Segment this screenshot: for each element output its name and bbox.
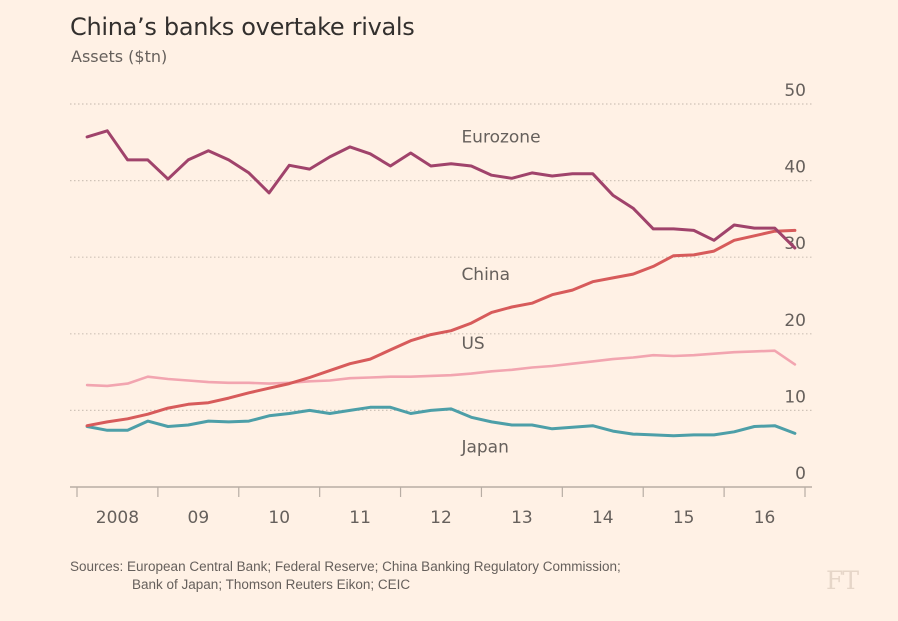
x-tick-label: 13 <box>511 508 533 528</box>
series-line-japan <box>85 405 797 438</box>
series-labels: Eurozone China US Japan <box>460 127 540 457</box>
x-axis: 2008 09 10 11 12 13 14 15 16 <box>70 486 812 528</box>
y-tick-label: 10 <box>784 387 806 407</box>
series-label-us: US <box>461 334 484 354</box>
source-line-2: Bank of Japan; Thomson Reuters Eikon; CE… <box>132 577 411 592</box>
series-label-eurozone: Eurozone <box>461 127 540 147</box>
x-tick-label: 09 <box>188 508 210 528</box>
chart-title: China’s banks overtake rivals <box>70 13 415 41</box>
y-tick-label: 30 <box>784 234 806 254</box>
x-tick-label: 11 <box>349 508 371 528</box>
x-tick-label: 2008 <box>96 508 139 528</box>
x-tick-label: 12 <box>430 508 452 528</box>
x-tick-label: 14 <box>592 508 614 528</box>
series-line-eurozone <box>85 129 797 250</box>
series-line-us <box>85 349 797 388</box>
y-tick-label: 50 <box>784 81 806 101</box>
series-label-china: China <box>461 265 510 285</box>
series-line-china <box>85 228 797 428</box>
x-tick-label: 16 <box>754 508 776 528</box>
y-tick-label: 0 <box>795 464 806 484</box>
gridlines <box>70 103 812 411</box>
x-tick-label: 10 <box>268 508 290 528</box>
ft-logo: FT <box>826 566 859 595</box>
y-tick-label: 20 <box>784 311 806 331</box>
source-note: Sources: European Central Bank; Federal … <box>70 558 621 594</box>
chart-subtitle: Assets ($tn) <box>71 47 168 66</box>
y-tick-label: 40 <box>784 158 806 178</box>
x-tick-label: 15 <box>673 508 695 528</box>
series-label-japan: Japan <box>460 438 508 458</box>
y-axis-tick-labels: 0 10 20 30 40 50 <box>784 81 806 484</box>
source-line-1: Sources: European Central Bank; Federal … <box>70 559 621 574</box>
series-lines <box>85 129 797 438</box>
